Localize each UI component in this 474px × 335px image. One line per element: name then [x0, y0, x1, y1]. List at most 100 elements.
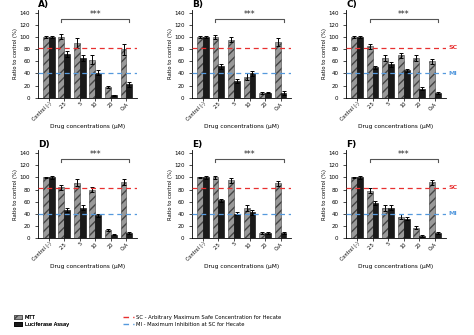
Bar [244, 76, 249, 98]
Bar [74, 183, 80, 238]
Bar [419, 236, 425, 238]
Bar [43, 37, 49, 98]
Bar [274, 42, 281, 98]
Text: B): B) [192, 0, 203, 9]
X-axis label: Drug concentrations (μM): Drug concentrations (μM) [358, 124, 433, 129]
Bar [373, 203, 378, 238]
Bar [367, 46, 373, 98]
Text: ***: *** [398, 10, 410, 19]
Y-axis label: Ratio to control (%): Ratio to control (%) [13, 28, 18, 79]
Text: E): E) [192, 140, 202, 149]
Bar [203, 178, 209, 238]
Bar [120, 49, 127, 98]
Bar [127, 233, 132, 238]
Text: MI: MI [448, 211, 457, 216]
Bar [197, 37, 203, 98]
X-axis label: Drug concentrations (μM): Drug concentrations (μM) [50, 264, 125, 269]
Bar [234, 214, 240, 238]
Bar [398, 217, 404, 238]
Text: ***: *** [398, 150, 410, 159]
Bar [398, 55, 404, 98]
Bar [435, 93, 441, 98]
X-axis label: Drug concentrations (μM): Drug concentrations (μM) [358, 264, 433, 269]
Bar [373, 67, 378, 98]
Bar [228, 181, 234, 238]
X-axis label: Drug concentrations (μM): Drug concentrations (μM) [204, 264, 279, 269]
Bar [105, 230, 111, 238]
Y-axis label: Ratio to control (%): Ratio to control (%) [321, 169, 327, 219]
Bar [388, 64, 394, 98]
Legend: MTT, Luciferase Assay: MTT, Luciferase Assay [12, 313, 71, 329]
Bar [234, 81, 240, 98]
Text: C): C) [346, 0, 357, 9]
Bar [351, 178, 357, 238]
Bar [382, 208, 388, 238]
Bar [388, 208, 394, 238]
Bar [357, 37, 363, 98]
Bar [244, 208, 249, 238]
X-axis label: Drug concentrations (μM): Drug concentrations (μM) [204, 124, 279, 129]
Y-axis label: Ratio to control (%): Ratio to control (%) [167, 169, 173, 219]
Bar [49, 178, 55, 238]
Text: ***: *** [244, 150, 255, 159]
Bar [413, 227, 419, 238]
Bar [58, 37, 64, 98]
Bar [95, 215, 101, 238]
Bar [197, 178, 203, 238]
Y-axis label: Ratio to control (%): Ratio to control (%) [167, 28, 173, 79]
Y-axis label: Ratio to control (%): Ratio to control (%) [321, 28, 327, 79]
Bar [105, 87, 111, 98]
Bar [111, 95, 117, 98]
Bar [95, 73, 101, 98]
Bar [127, 84, 132, 98]
Bar [419, 88, 425, 98]
Bar [49, 37, 55, 98]
Bar [58, 187, 64, 238]
Bar [259, 93, 265, 98]
Legend: SC - Arbitrary Maximum Safe Concentration for Hecate, MI - Maximum Inhibition at: SC - Arbitrary Maximum Safe Concentratio… [121, 313, 284, 329]
Bar [249, 73, 255, 98]
Bar [274, 184, 281, 238]
Bar [413, 58, 419, 98]
Bar [382, 58, 388, 98]
Bar [404, 218, 410, 238]
Text: D): D) [38, 140, 50, 149]
Bar [219, 200, 224, 238]
X-axis label: Drug concentrations (μM): Drug concentrations (μM) [50, 124, 125, 129]
Y-axis label: Ratio to control (%): Ratio to control (%) [13, 169, 18, 219]
Bar [265, 93, 271, 98]
Bar [64, 210, 70, 238]
Bar [228, 40, 234, 98]
Bar [219, 66, 224, 98]
Text: ***: *** [90, 150, 101, 159]
Bar [212, 37, 219, 98]
Bar [429, 182, 435, 238]
Bar [351, 37, 357, 98]
Bar [281, 93, 286, 98]
Bar [367, 191, 373, 238]
Bar [120, 182, 127, 238]
Bar [64, 54, 70, 98]
Bar [249, 212, 255, 238]
Bar [80, 58, 86, 98]
Bar [429, 61, 435, 98]
Text: A): A) [38, 0, 49, 9]
Text: MI: MI [448, 71, 457, 76]
Bar [357, 178, 363, 238]
Bar [90, 190, 95, 238]
Bar [111, 235, 117, 238]
Text: SC: SC [448, 185, 458, 190]
Bar [265, 233, 271, 238]
Text: F): F) [346, 140, 356, 149]
Bar [212, 178, 219, 238]
Bar [203, 37, 209, 98]
Text: ***: *** [244, 10, 255, 19]
Text: SC: SC [448, 45, 458, 50]
Bar [43, 178, 49, 238]
Text: ***: *** [90, 10, 101, 19]
Bar [259, 233, 265, 238]
Bar [80, 208, 86, 238]
Bar [90, 60, 95, 98]
Bar [435, 233, 441, 238]
Bar [74, 43, 80, 98]
